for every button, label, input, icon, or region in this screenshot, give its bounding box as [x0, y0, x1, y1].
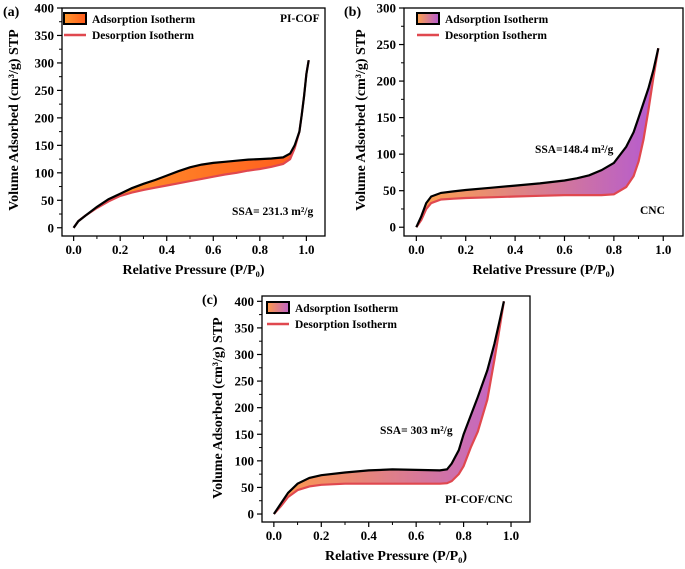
y-tick-label: 0 — [390, 220, 397, 235]
x-tick-label: 0.2 — [313, 528, 329, 543]
y-tick-label: 300 — [377, 1, 397, 16]
legend-swatch-adsorption — [63, 12, 87, 25]
y-tick-label: 300 — [235, 347, 255, 362]
legend-label-desorption: Desorption Isotherm — [92, 30, 194, 42]
legend-label-adsorption: Adsorption Isotherm — [92, 14, 196, 26]
adsorption-line — [415, 47, 660, 228]
y-tick-label: 350 — [35, 28, 55, 43]
y-tick-label: 150 — [235, 427, 255, 442]
legend: Adsorption Isotherm Desorption Isotherm — [266, 301, 399, 331]
plot-frame — [261, 295, 531, 523]
y-tick-label: 50 — [241, 480, 254, 495]
panel-c: 0.0 0.2 0.4 0.6 0.8 1.0 0 50 100 150 200 250 300 350 4… — [202, 293, 531, 564]
y-tick-label: 400 — [35, 1, 55, 16]
plot-frame — [61, 7, 326, 237]
x-tick-label: 0.8 — [606, 242, 623, 257]
y-tick-label: 200 — [35, 110, 55, 125]
panel-a: 0.0 0.2 0.4 0.6 0.8 1.0 0 50 100 150 200 250 300 350 4… — [3, 1, 326, 278]
ssa-annotation: SSA=148.4 m²/g — [535, 144, 614, 156]
plot-frame — [403, 7, 684, 237]
x-tick-label: 1.0 — [503, 528, 519, 543]
desorption-line — [72, 60, 310, 229]
ssa-annotation: SSA= 303 m²/g — [380, 425, 453, 437]
sample-label: CNC — [640, 205, 665, 217]
y-tick-label: 200 — [377, 74, 397, 89]
adsorption-line — [72, 60, 310, 229]
x-axis-label: Relative Pressure (P/P₀) — [122, 263, 264, 278]
desorption-line — [415, 48, 660, 228]
sample-label: PI-COF — [280, 13, 320, 25]
legend-swatch-adsorption — [416, 12, 440, 25]
x-tick-label: 0.4 — [507, 242, 524, 257]
ssa-annotation: SSA= 231.3 m²/g — [232, 206, 313, 218]
x-tick-label: 0.8 — [455, 528, 472, 543]
y-tick-label: 300 — [35, 55, 55, 70]
legend-label-desorption: Desorption Isotherm — [295, 319, 397, 331]
legend: Adsorption Isotherm Desorption Isotherm — [63, 12, 196, 42]
legend: Adsorption Isotherm Desorption Isotherm — [416, 12, 549, 42]
adsorption-line — [272, 301, 505, 515]
y-tick-label: 250 — [235, 374, 255, 389]
x-tick-label: 0.4 — [159, 242, 176, 257]
x-tick-label: 0.0 — [266, 528, 282, 543]
hysteresis-fill — [416, 48, 659, 228]
x-tick-label: 0.4 — [361, 528, 378, 543]
x-tick-label: 0.6 — [408, 528, 425, 543]
x-tick-label: 1.0 — [298, 242, 314, 257]
y-axis-label: Volume Adsorbed (cm³/g) STP — [211, 317, 226, 499]
y-tick-label: 100 — [35, 165, 55, 180]
y-tick-label: 50 — [41, 193, 54, 208]
x-tick-label: 0.0 — [408, 242, 424, 257]
x-tick-label: 0.2 — [458, 242, 474, 257]
y-axis-label: Volume Adsorbed (cm³/g) STP — [354, 29, 369, 211]
y-tick-label: 100 — [235, 453, 255, 468]
y-tick-label: 350 — [235, 320, 255, 335]
y-tick-label: 150 — [377, 110, 397, 125]
x-axis-label: Relative Pressure (P/P₀) — [325, 549, 467, 564]
y-tick-label: 0 — [248, 507, 255, 522]
x-tick-label: 1.0 — [655, 242, 671, 257]
x-tick-label: 0.6 — [556, 242, 573, 257]
y-tick-label: 50 — [383, 183, 396, 198]
desorption-line — [273, 301, 505, 515]
hysteresis-fill — [73, 60, 309, 228]
panel-label: (b) — [344, 5, 361, 20]
legend-label-adsorption: Adsorption Isotherm — [295, 303, 399, 315]
panel-b: 0.0 0.2 0.4 0.6 0.8 1.0 0 50 100 150 200 250 300 Rela… — [344, 1, 684, 278]
y-tick-label: 400 — [235, 294, 255, 309]
y-tick-label: 250 — [377, 37, 397, 52]
x-axis-label: Relative Pressure (P/P₀) — [472, 263, 614, 278]
x-tick-label: 0.2 — [112, 242, 128, 257]
sample-label: PI-COF/CNC — [445, 494, 513, 506]
panel-label: (c) — [202, 293, 218, 308]
x-tick-label: 0.0 — [66, 242, 82, 257]
panel-label: (a) — [3, 5, 20, 20]
y-tick-label: 100 — [377, 147, 397, 162]
y-tick-label: 250 — [35, 83, 55, 98]
y-tick-label: 150 — [35, 138, 55, 153]
legend-swatch-adsorption — [266, 301, 290, 314]
y-tick-label: 0 — [48, 220, 55, 235]
hysteresis-fill — [273, 301, 504, 514]
y-axis-label: Volume Adsorbed (cm³/g) STP — [7, 29, 22, 211]
y-tick-label: 200 — [235, 400, 255, 415]
legend-label-adsorption: Adsorption Isotherm — [445, 14, 549, 26]
x-tick-label: 0.8 — [252, 242, 269, 257]
x-tick-label: 0.6 — [205, 242, 222, 257]
legend-label-desorption: Desorption Isotherm — [445, 30, 547, 42]
